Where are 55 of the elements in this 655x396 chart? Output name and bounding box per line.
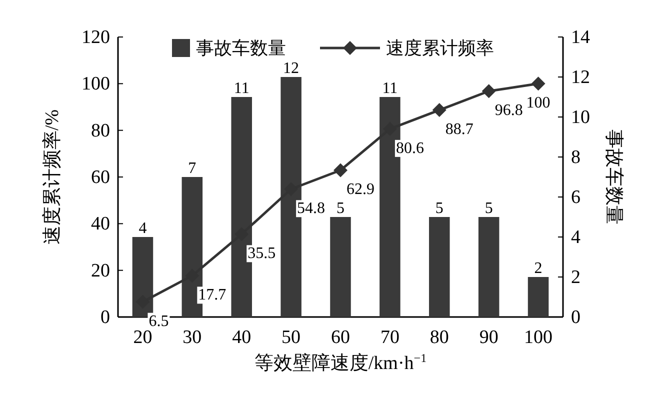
point — [432, 103, 446, 118]
x-tick-label: 70 — [380, 327, 400, 348]
x-tick-label: 40 — [232, 327, 252, 348]
data-label: 100 — [526, 94, 550, 112]
data-label: 54.8 — [297, 200, 326, 218]
data-label: 62.9 — [346, 181, 374, 198]
data-label: 88.7 — [445, 121, 474, 138]
point — [531, 76, 546, 91]
y2-tick-label: 6 — [571, 187, 580, 208]
x-tick-label: 50 — [282, 327, 301, 348]
y2-tick-label: 8 — [571, 147, 580, 168]
data-label: 7 — [188, 160, 196, 177]
bar — [429, 217, 450, 317]
data-label: 17.7 — [198, 286, 226, 304]
y2-tick-label: 0 — [571, 307, 580, 328]
bar — [478, 217, 500, 317]
x-tick-label: 60 — [331, 327, 350, 348]
legend-label: 事故车数量 — [196, 38, 286, 58]
y2-tick-label: 14 — [571, 27, 590, 48]
y-tick-label: 100 — [82, 74, 110, 95]
point — [334, 163, 348, 178]
x-axis-title: 等效壁障速度/km·h$^{−1}$ — [254, 351, 427, 374]
data-label: 6.5 — [148, 312, 169, 330]
data-label: 80.6 — [396, 140, 424, 157]
y-tick-label: 20 — [91, 260, 110, 282]
data-label: 5 — [484, 200, 493, 217]
y-tick-label: 0 — [100, 307, 110, 328]
point — [482, 84, 496, 98]
y-tick-label: 120 — [82, 27, 110, 48]
y2-axis-title: 事故车数量 — [603, 130, 624, 224]
legend-label: 速度累计频率 — [386, 38, 494, 58]
data-label: 5 — [435, 200, 444, 217]
bar — [330, 217, 351, 317]
x-tick-label: 100 — [524, 327, 553, 348]
y-tick-label: 40 — [91, 214, 110, 235]
data-label: 2 — [534, 260, 542, 277]
y2-tick-label: 12 — [571, 67, 590, 88]
y-tick-label: 80 — [91, 120, 110, 142]
data-label: 4 — [138, 220, 147, 237]
data-label: 35.5 — [248, 245, 276, 262]
data-label: 11 — [382, 80, 398, 97]
y2-tick-label: 4 — [571, 227, 581, 248]
y-tick-label: 60 — [91, 167, 110, 188]
x-tick-label: 80 — [430, 327, 449, 348]
data-label: 11 — [234, 80, 250, 97]
data-label: 5 — [336, 200, 344, 217]
x-tick-label: 90 — [479, 327, 498, 348]
y2-tick-label: 10 — [571, 107, 590, 128]
x-tick-label: 30 — [182, 327, 202, 348]
data-label: 96.8 — [494, 102, 523, 120]
y-axis-title: 速度累计频率/% — [41, 109, 63, 245]
y2-tick-label: 2 — [571, 267, 580, 288]
x-tick-label: 20 — [133, 327, 152, 348]
data-label: 12 — [283, 60, 300, 77]
bar — [528, 277, 549, 317]
